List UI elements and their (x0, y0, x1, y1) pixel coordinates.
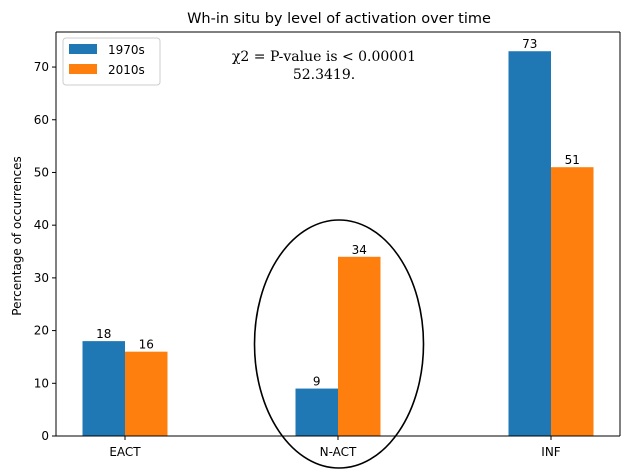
bar-1970s-n-act (295, 388, 338, 436)
y-tick-label: 0 (41, 429, 49, 443)
stat-annotation-line2: 52.3419. (293, 67, 355, 83)
data-label: 16 (139, 338, 154, 352)
y-tick-label: 10 (34, 376, 49, 390)
bar-1970s-inf (508, 51, 551, 436)
y-tick-label: 70 (34, 60, 49, 74)
bar-1970s-eact (82, 341, 125, 436)
legend-label: 1970s (108, 43, 145, 57)
data-label: 73 (522, 37, 537, 51)
legend-label: 2010s (108, 63, 145, 77)
y-tick-label: 50 (34, 165, 49, 179)
y-tick-label: 60 (34, 113, 49, 127)
x-tick-label: N-ACT (320, 445, 357, 459)
data-label: 9 (313, 375, 321, 389)
y-axis-label: Percentage of occurrences (10, 156, 24, 315)
legend-swatch-2010s (69, 64, 97, 74)
chart-title: Wh-in situ by level of activation over t… (187, 11, 491, 27)
x-tick-label: EACT (109, 445, 141, 459)
y-tick-label: 20 (34, 324, 49, 338)
x-tick-label: INF (541, 445, 561, 459)
data-label: 34 (352, 243, 367, 257)
highlight-ellipse (253, 219, 425, 469)
y-tick-label: 40 (34, 218, 49, 232)
data-label: 51 (565, 153, 580, 167)
bar-2010s-n-act (338, 256, 381, 436)
plot-area: 18 9 73 16 34 51 0 10 20 30 40 50 60 70 EACT N-ACT INF χ2… (34, 31, 621, 469)
stat-annotation-line1: χ2 = P-value is < 0.00001 (232, 49, 416, 65)
y-tick-label: 30 (34, 271, 49, 285)
legend-swatch-1970s (69, 44, 97, 54)
data-label: 18 (96, 327, 111, 341)
bar-2010s-inf (551, 167, 594, 437)
bar-2010s-eact (125, 351, 168, 436)
